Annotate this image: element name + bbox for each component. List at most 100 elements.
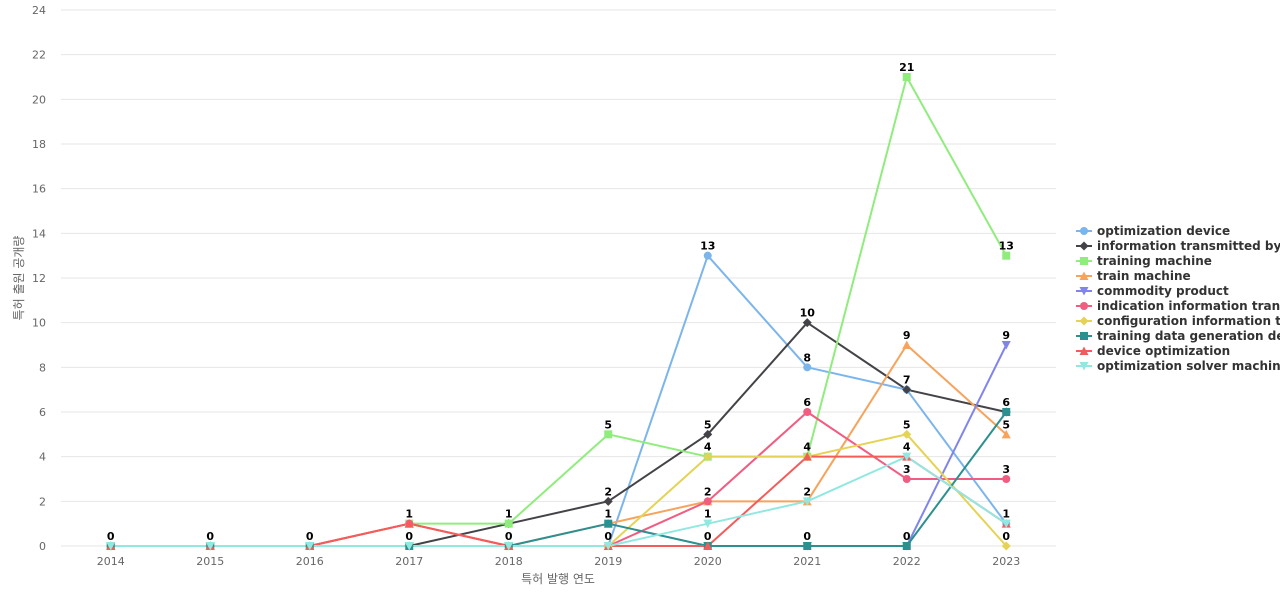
data-label: 21 [899,61,914,74]
series-line[interactable] [109,344,1008,547]
y-tick-label: 18 [32,138,46,151]
legend-label: training data generation de... [1097,329,1280,343]
legend-symbol [1079,241,1089,251]
data-label: 8 [803,351,811,364]
data-point[interactable] [703,497,712,506]
data-point[interactable] [1002,408,1011,416]
data-label: 6 [803,396,811,409]
data-label: 13 [700,240,715,253]
series-line[interactable] [109,455,1008,547]
legend-item[interactable]: indication information tran... [1076,299,1280,313]
data-point[interactable] [305,542,315,551]
data-point[interactable] [1002,475,1011,483]
legend-item[interactable]: training data generation de... [1076,329,1280,343]
data-point[interactable] [802,452,812,461]
legend-item[interactable]: configuration information t... [1076,314,1280,328]
y-tick-label: 24 [32,4,46,17]
legend-symbol [1079,362,1089,371]
data-point[interactable] [1001,541,1011,551]
legend-item[interactable]: commodity product [1076,284,1229,298]
legend-item[interactable]: device optimization [1076,344,1230,358]
data-label: 0 [803,530,811,543]
legend-label: information transmitted by ... [1097,239,1280,253]
legend-symbol [1079,316,1089,326]
data-point[interactable] [603,496,613,506]
legend-label: train machine [1097,269,1191,283]
legend-symbol [1080,302,1088,310]
data-point[interactable] [1001,519,1011,529]
data-point[interactable] [603,542,613,551]
x-tick-label: 2021 [793,555,821,568]
data-point[interactable] [1002,251,1011,260]
data-point[interactable] [902,340,912,350]
data-point[interactable] [902,542,911,550]
data-point[interactable] [902,73,911,81]
series-line[interactable] [109,344,1008,547]
legend-symbol [1079,287,1089,296]
x-tick-label: 2016 [296,555,324,568]
legend-item[interactable]: information transmitted by ... [1076,239,1280,253]
data-point[interactable] [1001,341,1011,350]
data-label: 2 [704,485,712,498]
data-label: 2 [604,485,612,498]
data-label: 9 [1002,329,1010,342]
data-point[interactable] [802,497,812,506]
data-point[interactable] [803,363,812,372]
x-tick-label: 2020 [694,555,722,568]
x-tick-label: 2017 [395,555,423,568]
y-tick-label: 10 [32,317,46,330]
data-point[interactable] [902,452,912,462]
legend-item[interactable]: train machine [1076,269,1191,283]
data-label: 1 [604,508,612,521]
legend-label: optimization device [1097,224,1230,238]
data-point[interactable] [205,542,215,551]
data-label: 0 [505,530,513,543]
data-point[interactable] [803,542,812,550]
data-point[interactable] [902,475,911,483]
y-tick-label: 22 [32,49,46,62]
series-line[interactable] [109,76,1008,547]
legend-symbol [1080,227,1088,235]
data-label: 1 [704,508,712,521]
y-tick-label: 4 [39,451,46,464]
data-point[interactable] [703,429,713,439]
data-label: 4 [903,441,911,454]
data-label: 3 [1002,463,1010,476]
legend-item[interactable]: optimization solver machine [1076,359,1280,373]
x-tick-label: 2015 [196,555,224,568]
data-point[interactable] [504,542,514,551]
data-label: 5 [1002,418,1010,431]
legend-item[interactable]: optimization device [1076,224,1230,238]
legend-label: training machine [1097,254,1212,268]
data-label: 1 [505,508,513,521]
data-point[interactable] [803,408,812,416]
legend-label: indication information tran... [1097,299,1280,313]
series-line[interactable] [109,433,1008,547]
data-point[interactable] [703,452,713,462]
data-point[interactable] [902,429,912,439]
data-point[interactable] [604,519,613,528]
data-point[interactable] [404,519,414,528]
data-point[interactable] [703,541,713,551]
data-point[interactable] [902,385,912,395]
series-line[interactable] [109,321,1008,547]
x-axis-ticks: 2014 2015 2016 2017 2018 2019 2020 2021 2022 2023 [97,555,1021,568]
data-point[interactable] [504,519,513,528]
data-point[interactable] [703,251,712,260]
legend-symbol [1079,271,1089,280]
data-point[interactable] [1001,429,1011,439]
data-label: 5 [704,418,712,431]
data-point[interactable] [604,430,613,439]
legend-item[interactable]: training machine [1076,254,1212,268]
data-label: 0 [206,530,214,543]
data-point[interactable] [703,519,713,529]
data-label: 5 [903,418,911,431]
data-point[interactable] [106,542,116,551]
y-tick-label: 14 [32,227,46,240]
data-label: 2 [803,485,811,498]
data-point[interactable] [802,318,812,328]
data-point[interactable] [404,542,414,551]
